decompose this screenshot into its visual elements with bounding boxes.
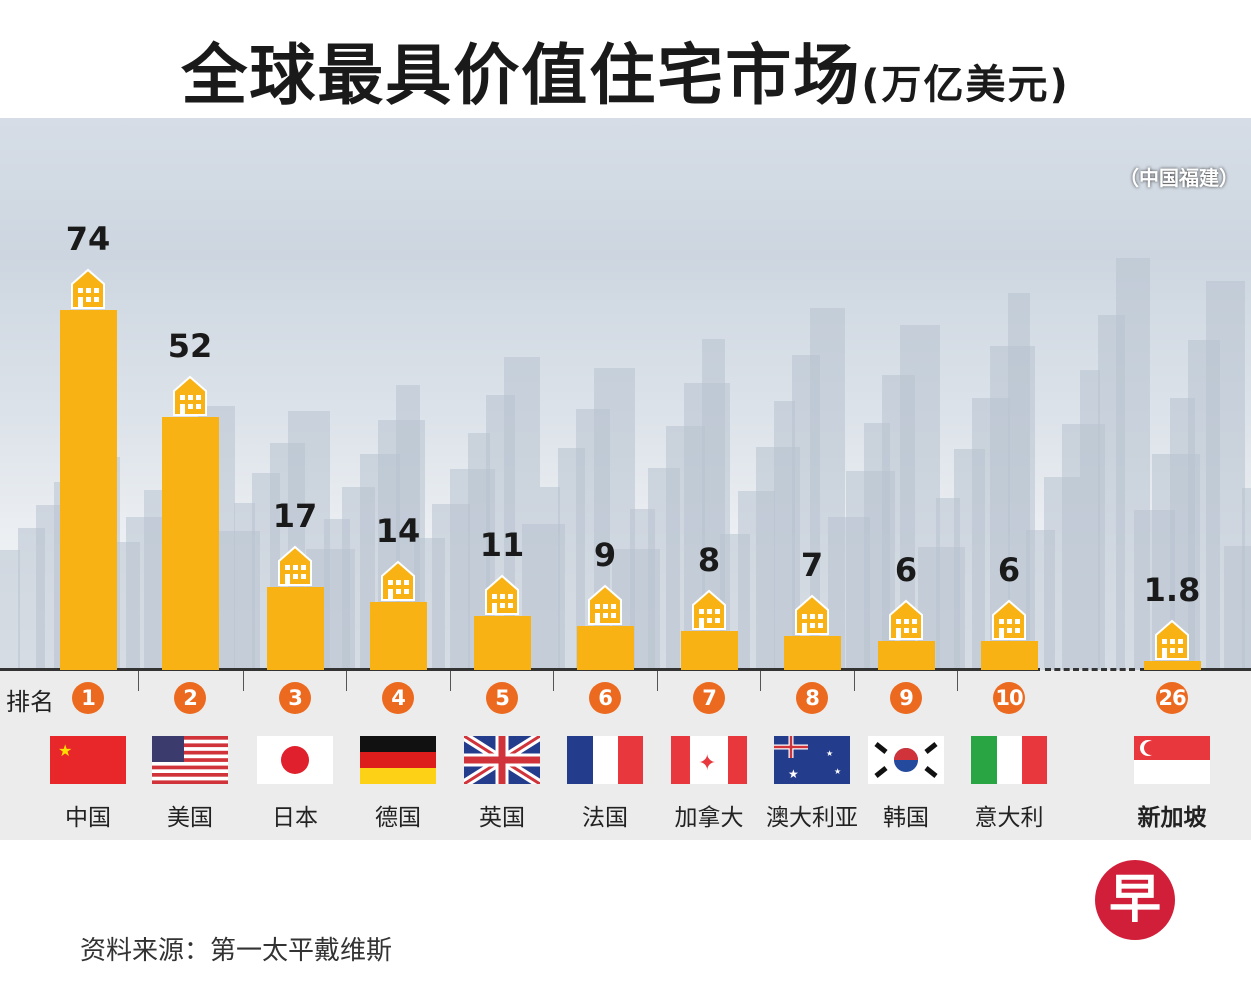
building-shape: [774, 401, 795, 670]
country-label: 新加坡: [1137, 805, 1207, 831]
building-shape: [1242, 487, 1251, 670]
flag-icon-au: ★ ★ ★: [774, 736, 850, 784]
photo-credit: （中国福建）: [1119, 166, 1239, 190]
house-icon: [884, 597, 928, 641]
axis-tick: [957, 671, 958, 691]
rank-badge: 3: [279, 682, 311, 714]
country-label: 法国: [582, 805, 628, 831]
house-icon: [1150, 617, 1194, 661]
building-shape: [1080, 370, 1100, 670]
bar-11: [1143, 661, 1201, 670]
country-label: 中国: [65, 805, 111, 831]
rank-badge: 6: [589, 682, 621, 714]
value-label: 8: [697, 541, 721, 580]
country-label: 澳大利亚: [766, 805, 858, 831]
axis-tick: [243, 671, 244, 691]
house-icon: [687, 587, 731, 631]
country-label: 韩国: [883, 805, 929, 831]
rank-badge: 26: [1156, 682, 1188, 714]
source-note: 资料来源：第一太平戴维斯: [80, 936, 393, 966]
rank-badge: 9: [890, 682, 922, 714]
building-shape: [1008, 292, 1030, 670]
unit-label: (万亿美元): [861, 62, 1070, 108]
value-label: 6: [894, 550, 918, 589]
house-icon: [583, 582, 627, 626]
bar-6: [576, 626, 634, 670]
bar-8: [783, 635, 841, 670]
rank-label: 排名: [6, 688, 54, 716]
house-icon: [376, 558, 420, 602]
zaobao-logo: 早: [1095, 860, 1175, 940]
bar-1: [59, 309, 117, 670]
bar-4: [369, 601, 427, 670]
rank-badge: 2: [174, 682, 206, 714]
rank-badge: 10: [993, 682, 1025, 714]
flag-icon-it: [971, 736, 1047, 784]
value-label: 52: [167, 326, 213, 365]
house-icon: [790, 592, 834, 636]
value-label: 9: [593, 536, 617, 575]
axis-break: [1045, 668, 1135, 671]
country-label: 英国: [479, 805, 525, 831]
axis-tick: [553, 671, 554, 691]
building-shape: [0, 550, 20, 670]
house-icon: [480, 572, 524, 616]
svg-text:★: ★: [826, 749, 833, 758]
country-label: 德国: [375, 805, 421, 831]
bar-2: [161, 416, 219, 670]
axis-tick: [346, 671, 347, 691]
flag-icon-us: [152, 736, 228, 784]
house-icon: [273, 543, 317, 587]
flag-icon-gb: [464, 736, 540, 784]
value-label: 14: [375, 511, 421, 550]
value-label: 74: [65, 219, 111, 258]
rank-badge: 5: [486, 682, 518, 714]
flag-icon-fr: [567, 736, 643, 784]
building-shape: [234, 502, 255, 670]
svg-text:★: ★: [58, 741, 72, 760]
country-label: 加拿大: [674, 805, 744, 831]
bar-10: [980, 640, 1038, 670]
flag-icon-sg: [1134, 736, 1210, 784]
country-label: 美国: [167, 805, 213, 831]
building-shape: [468, 432, 490, 670]
axis-tick: [854, 671, 855, 691]
svg-text:★: ★: [834, 767, 841, 776]
bar-9: [877, 640, 935, 670]
building-shape: [540, 487, 560, 670]
flag-icon-jp: [257, 736, 333, 784]
house-icon: [66, 266, 110, 310]
house-icon: [168, 373, 212, 417]
bar-7: [680, 631, 738, 670]
title-text: 全球最具价值住宅市场: [181, 37, 862, 114]
value-label: 11: [479, 526, 525, 565]
bar-5: [473, 616, 531, 670]
rank-badge: 8: [796, 682, 828, 714]
chart-title: 全球最具价值住宅市场(万亿美元): [0, 22, 1251, 118]
value-label: 6: [997, 550, 1021, 589]
rank-badge: 4: [382, 682, 414, 714]
value-label: 17: [272, 497, 318, 536]
country-label: 意大利: [974, 805, 1044, 831]
country-label: 日本: [272, 805, 318, 831]
house-icon: [987, 597, 1031, 641]
rank-badge: 7: [693, 682, 725, 714]
building-shape: [702, 339, 725, 670]
flag-icon-kr: [868, 736, 944, 784]
svg-text:✦: ✦: [698, 751, 716, 776]
flag-icon-ca: ✦: [671, 736, 747, 784]
axis-tick: [760, 671, 761, 691]
axis-tick: [450, 671, 451, 691]
axis-tick: [138, 671, 139, 691]
value-label: 1.8: [1143, 571, 1201, 610]
flag-icon-de: [360, 736, 436, 784]
flag-icon-cn: ★: [50, 736, 126, 784]
svg-text:★: ★: [788, 767, 799, 781]
rank-badge: 1: [72, 682, 104, 714]
value-label: 7: [800, 545, 824, 584]
bar-3: [266, 587, 324, 670]
axis-tick: [657, 671, 658, 691]
